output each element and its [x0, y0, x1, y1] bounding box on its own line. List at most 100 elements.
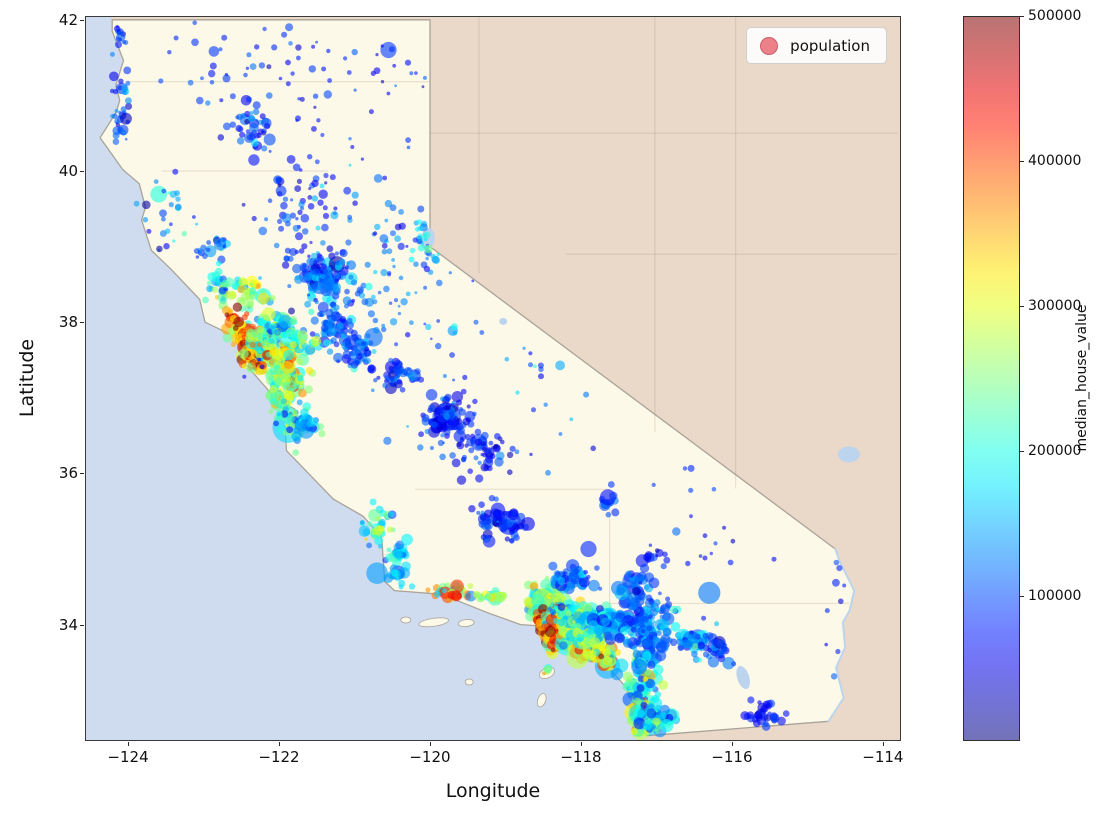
data-point: [339, 258, 346, 266]
colorbar-tick-mark: [1020, 596, 1024, 597]
data-point: [769, 713, 780, 723]
data-point: [310, 316, 319, 325]
data-point: [269, 385, 278, 393]
data-point: [436, 407, 444, 415]
data-point: [156, 245, 163, 253]
data-point: [242, 374, 247, 379]
data-point: [471, 279, 475, 283]
data-point: [299, 96, 305, 102]
data-point: [268, 149, 272, 153]
data-point: [506, 451, 514, 459]
data-point: [488, 440, 494, 446]
data-point: [655, 554, 659, 558]
data-point: [722, 657, 735, 670]
data-point: [365, 333, 371, 339]
data-point: [217, 134, 225, 141]
data-point: [477, 460, 482, 465]
data-point: [343, 56, 348, 61]
data-point: [292, 163, 301, 172]
data-point: [630, 601, 640, 611]
data-point: [359, 520, 365, 525]
data-point: [590, 445, 596, 452]
data-point: [286, 426, 294, 434]
data-point: [485, 448, 492, 454]
data-point: [440, 433, 445, 438]
data-point: [614, 632, 625, 644]
data-point: [264, 342, 273, 351]
data-point: [576, 633, 585, 642]
data-point: [424, 428, 430, 435]
data-point: [118, 78, 124, 84]
data-point: [311, 195, 318, 202]
data-point: [669, 605, 678, 614]
data-point: [336, 322, 344, 330]
data-point: [646, 625, 653, 632]
data-point: [435, 342, 442, 350]
data-point: [378, 518, 386, 527]
data-point: [207, 272, 217, 282]
data-point: [537, 362, 544, 369]
data-point: [238, 277, 248, 287]
data-point: [329, 174, 336, 181]
data-point: [473, 319, 479, 325]
data-point: [257, 357, 262, 362]
data-point: [326, 266, 332, 272]
data-point: [380, 44, 384, 48]
data-point: [449, 452, 456, 459]
data-point: [642, 676, 649, 682]
data-point: [398, 209, 404, 215]
data-point: [763, 714, 772, 722]
data-point: [647, 660, 656, 669]
plot-area: population: [85, 16, 901, 741]
data-point: [522, 346, 526, 350]
data-point: [300, 213, 310, 223]
data-point: [366, 542, 372, 549]
data-point: [232, 325, 239, 331]
data-point: [472, 398, 478, 405]
data-point: [451, 400, 456, 406]
data-point: [249, 122, 259, 133]
data-point: [388, 511, 395, 517]
data-point: [566, 646, 589, 669]
data-point: [713, 541, 718, 546]
data-point: [307, 154, 313, 160]
data-point: [195, 222, 199, 226]
data-point: [478, 520, 486, 528]
data-point: [609, 491, 618, 500]
data-point: [112, 138, 120, 145]
data-point: [317, 423, 325, 431]
data-point: [304, 385, 313, 394]
data-point: [244, 118, 250, 125]
data-point: [346, 70, 352, 75]
data-point: [273, 242, 280, 249]
colorbar-tick-mark: [1020, 16, 1024, 17]
data-point: [623, 625, 632, 633]
data-point: [428, 404, 436, 412]
data-point: [372, 231, 378, 236]
data-point: [367, 340, 374, 346]
data-point: [406, 425, 409, 428]
data-point: [334, 251, 339, 256]
data-point: [292, 449, 299, 456]
data-point: [221, 34, 228, 41]
data-point: [777, 716, 786, 726]
data-point: [267, 198, 273, 203]
data-point: [206, 240, 211, 245]
data-point: [382, 382, 389, 389]
data-point: [266, 64, 272, 70]
data-point: [398, 567, 411, 579]
data-point: [596, 605, 604, 613]
data-point: [352, 200, 358, 206]
data-point: [468, 505, 476, 513]
data-point: [153, 179, 159, 185]
data-point: [275, 185, 287, 197]
data-point: [285, 59, 291, 66]
island: [400, 616, 412, 624]
data-point: [371, 388, 375, 393]
data-point: [229, 291, 237, 299]
data-point: [601, 617, 610, 626]
y-tick-mark: [80, 322, 84, 324]
x-tick-mark: [731, 742, 733, 746]
x-tick-mark: [278, 742, 280, 746]
data-point: [755, 714, 763, 721]
